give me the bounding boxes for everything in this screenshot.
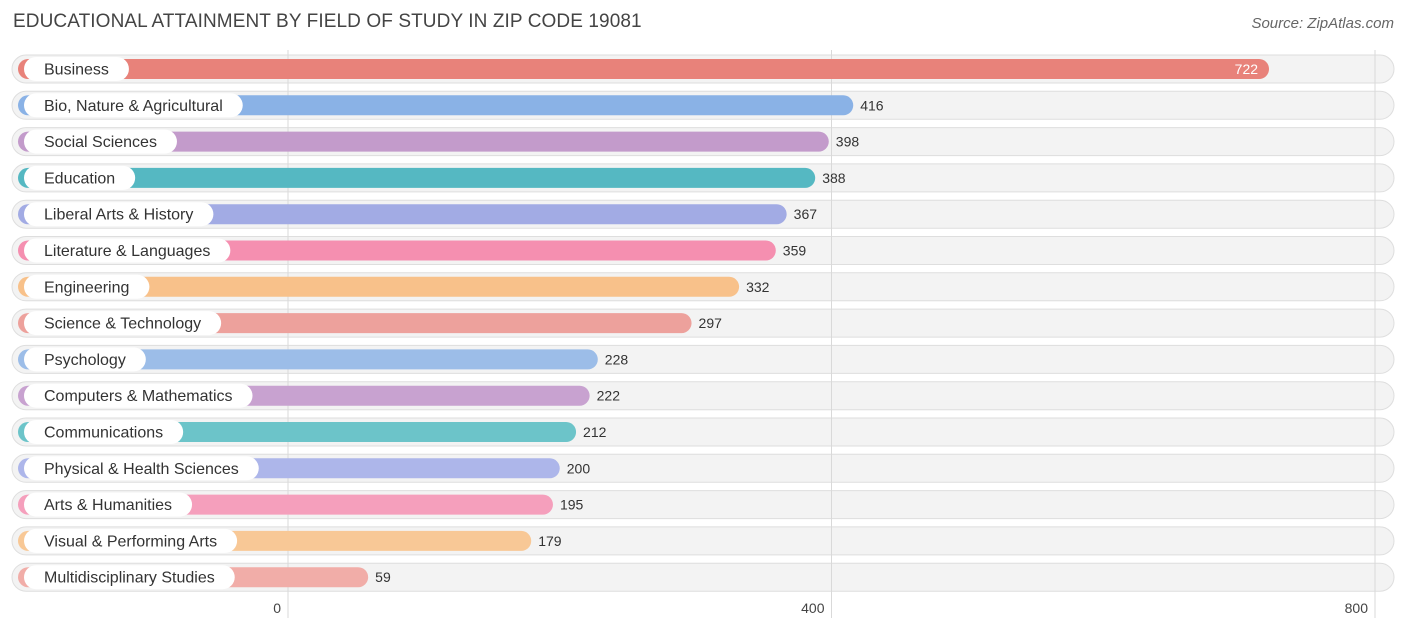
bar-row: Literature & Languages 359 <box>18 238 807 263</box>
bar-label: Business <box>44 62 109 79</box>
bar-row: Computers & Mathematics 222 <box>18 383 621 408</box>
bars: Business 722 Bio, Nature & Agricultural 416… <box>18 57 1270 590</box>
bar-label-pill <box>24 274 150 299</box>
bar-label-pill <box>24 129 177 154</box>
bar <box>18 59 1270 79</box>
bar-label-pill <box>24 165 136 190</box>
bar-label-pill <box>24 565 235 590</box>
bar-label-pill <box>24 528 238 553</box>
bar-label-pill <box>24 202 214 227</box>
bar-value: 222 <box>597 388 621 404</box>
bar-value: 212 <box>583 424 607 440</box>
bar <box>18 276 740 297</box>
bar-label-pill <box>24 93 243 118</box>
bar-row: Arts & Humanities 195 <box>18 492 584 517</box>
bar-value: 297 <box>699 315 723 331</box>
bar-value: 359 <box>783 243 807 259</box>
bar-label: Education <box>44 170 115 187</box>
x-tick-label: 400 <box>801 600 825 616</box>
bar-row: Social Sciences 398 <box>18 129 860 154</box>
bar-label: Bio, Nature & Agricultural <box>44 98 223 115</box>
bar-label-pill <box>24 420 184 444</box>
bar-row: Engineering 332 <box>18 274 770 299</box>
bar-value: 179 <box>538 533 562 549</box>
bar-value: 228 <box>605 351 629 367</box>
bar-value: 722 <box>1235 61 1259 77</box>
x-tick-label: 0 <box>273 600 281 616</box>
bar-label-pill <box>24 57 129 81</box>
bar-value: 200 <box>567 460 591 476</box>
bar-value: 388 <box>822 170 846 186</box>
bar <box>18 167 816 188</box>
bar-label: Visual & Performing Arts <box>44 533 217 550</box>
bar-row: Liberal Arts & History 367 <box>18 202 818 227</box>
bar-label: Communications <box>44 425 163 442</box>
bar-row: Visual & Performing Arts 179 <box>18 528 562 553</box>
bar-label-pill <box>24 456 259 481</box>
bar <box>18 131 829 152</box>
chart-title: EDUCATIONAL ATTAINMENT BY FIELD OF STUDY… <box>13 11 642 32</box>
bar <box>18 349 598 370</box>
bar-value: 195 <box>560 497 584 513</box>
bar-label: Arts & Humanities <box>44 497 172 514</box>
bar-row: Psychology 228 <box>18 347 629 372</box>
bar-label: Multidisciplinary Studies <box>44 570 215 587</box>
source-credit: Source: ZipAtlas.com <box>1251 15 1394 32</box>
bar-row: Multidisciplinary Studies 59 <box>18 565 391 590</box>
bar-label: Computers & Mathematics <box>44 388 233 405</box>
bar-value: 332 <box>746 279 770 295</box>
x-axis: 0 400 800 <box>273 600 1368 616</box>
bar-row: Business 722 <box>18 57 1270 81</box>
bar-row: Communications 212 <box>18 420 607 444</box>
bar-row: Physical & Health Sciences 200 <box>18 456 591 481</box>
bar-value: 398 <box>836 134 860 150</box>
bar-value: 367 <box>794 206 818 222</box>
bar-label: Literature & Languages <box>44 243 210 260</box>
bar-label-pill <box>24 383 253 408</box>
bar-value: 416 <box>860 97 884 113</box>
bar-row: Science & Technology 297 <box>18 311 723 336</box>
bar-value: 59 <box>375 569 391 585</box>
x-tick-label: 800 <box>1345 600 1369 616</box>
bar-row: Bio, Nature & Agricultural 416 <box>18 93 884 118</box>
bar-row: Education 388 <box>18 165 846 190</box>
bar-label: Social Sciences <box>44 134 157 151</box>
bar-label: Psychology <box>44 352 126 369</box>
bar-label-pill <box>24 347 146 372</box>
bar-label: Physical & Health Sciences <box>44 461 239 478</box>
bar-label-pill <box>24 492 193 517</box>
bar-label: Engineering <box>44 279 129 296</box>
bar-label: Liberal Arts & History <box>44 207 193 224</box>
bar-label: Science & Technology <box>44 316 201 333</box>
bar-label-pill <box>24 238 231 263</box>
bar-label-pill <box>24 311 222 336</box>
